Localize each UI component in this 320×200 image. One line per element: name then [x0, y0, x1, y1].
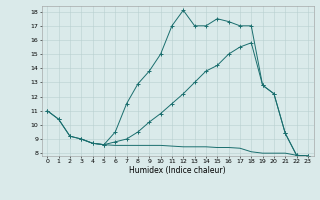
X-axis label: Humidex (Indice chaleur): Humidex (Indice chaleur) — [129, 166, 226, 175]
